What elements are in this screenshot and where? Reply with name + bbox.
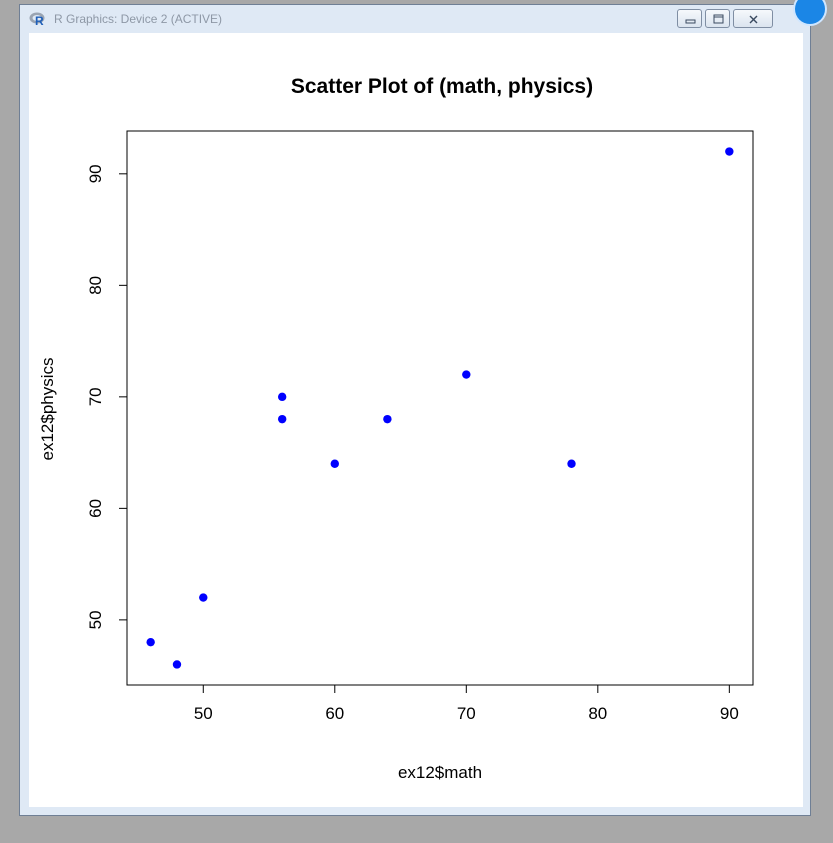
data-points	[146, 147, 734, 669]
update-badge-icon[interactable]	[795, 0, 825, 24]
data-point	[383, 414, 392, 424]
data-point	[330, 459, 339, 468]
x-axis-label: ex12$math	[398, 763, 482, 782]
minimize-icon	[685, 19, 696, 24]
data-point	[277, 414, 287, 424]
chart-title: Scatter Plot of (math, physics)	[291, 75, 593, 98]
data-point	[725, 147, 734, 156]
x-tick-label: 90	[720, 704, 739, 723]
maximize-icon	[713, 14, 724, 24]
y-axis: 50 60 70 80 90	[86, 164, 128, 629]
y-tick-label: 90	[86, 164, 105, 183]
scatter-plot: Scatter Plot of (math, physics) ex12$mat…	[38, 75, 754, 782]
y-tick-label: 80	[86, 276, 105, 295]
window-titlebar[interactable]: R R Graphics: Device 2 (ACTIVE)	[20, 5, 810, 33]
x-axis: 50 60 70 80 90	[194, 684, 739, 723]
data-point	[146, 637, 155, 647]
data-point	[172, 660, 182, 669]
x-tick-label: 70	[457, 704, 476, 723]
data-point	[567, 459, 576, 468]
close-icon	[749, 15, 758, 24]
x-tick-label: 50	[194, 704, 213, 723]
minimize-button[interactable]	[677, 9, 702, 28]
data-point	[277, 392, 287, 402]
y-tick-label: 60	[86, 499, 105, 518]
data-point	[462, 370, 471, 379]
data-point	[199, 593, 208, 602]
plot-frame	[126, 130, 754, 686]
plot-area: Scatter Plot of (math, physics) ex12$mat…	[29, 33, 803, 807]
svg-text:R: R	[35, 14, 44, 26]
close-button[interactable]	[733, 9, 773, 28]
r-graphics-window: R R Graphics: Device 2 (ACTIVE) Scatter …	[19, 4, 811, 816]
y-tick-label: 50	[86, 610, 105, 629]
y-tick-label: 70	[86, 387, 105, 406]
maximize-button[interactable]	[705, 9, 730, 28]
r-logo-icon: R	[29, 12, 45, 26]
window-title: R Graphics: Device 2 (ACTIVE)	[54, 12, 223, 26]
x-tick-label: 80	[588, 704, 607, 723]
x-tick-label: 60	[325, 704, 344, 723]
y-axis-label: ex12$physics	[38, 357, 57, 460]
